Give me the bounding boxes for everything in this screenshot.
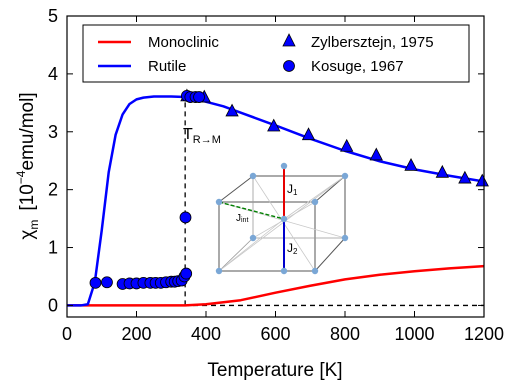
lattice-node [280,267,288,275]
kosuge-point [89,276,102,289]
x-tick-label: 1000 [394,324,434,344]
y-tick-label: 3 [48,122,58,142]
x-tick-label: 1200 [464,324,504,344]
lattice-node [249,234,257,242]
legend-label-zylbersztejn: Zylbersztejn, 1975 [311,34,434,51]
zylbersztejn-point [435,164,449,178]
x-tick-label: 800 [330,324,360,344]
lattice-node [215,267,223,275]
cube-diagonal [218,218,285,272]
inset-j1-main: J [287,182,293,196]
ylabel-open-bracket: [ [17,205,38,211]
lattice-node [280,215,288,223]
inset-jint-main: J [236,213,241,224]
y-tick-label: 4 [48,64,58,84]
y-axis-ticks: 0 1 2 3 4 5 [48,6,484,315]
kosuge-point [193,91,205,103]
inset-jint-sub: int [241,217,248,224]
legend-frame [82,24,470,83]
kosuge-point [180,267,193,280]
y-tick-label: 0 [48,295,58,315]
inset-jint-label: Jint [236,213,248,224]
lattice-node [249,172,257,180]
y-axis-label: χm [10−4emu/mol] [14,92,41,239]
y-tick-label: 5 [48,6,58,26]
legend: Monoclinic Rutile Zylbersztejn, 1975 Kos… [82,24,470,83]
transition-annotation: TR→M [183,126,221,146]
cube-edge [218,175,254,203]
zylbersztejn-point [267,118,281,132]
kosuge-point [179,211,192,224]
monoclinic-line [67,264,484,307]
x-tick-label: 0 [62,324,72,344]
y-tick-label: 1 [48,238,58,258]
x-tick-label: 400 [191,324,221,344]
cube-diagonal [283,175,346,220]
zylbersztejn-point [369,147,383,161]
inset-j2-sub: 2 [293,247,298,256]
legend-label-monoclinic: Monoclinic [148,34,219,51]
ylabel-unit: emu/mol [17,98,38,171]
kosuge-point [101,276,113,289]
inset-j2-main: J [287,241,293,255]
inset-j1-label: J1 [287,182,298,197]
x-axis-label: Temperature [K] [207,360,342,381]
cube-hidden-edge [218,237,254,272]
zylbersztejn-point [404,157,418,171]
legend-label-rutile: Rutile [148,58,186,75]
x-tick-label: 200 [121,324,151,344]
lattice-node [311,267,319,275]
lattice-node [280,162,288,170]
lattice-node [341,234,349,242]
cube-edge [314,237,346,272]
ylabel-close-bracket: ] [17,92,38,97]
x-tick-label: 600 [260,324,290,344]
lattice-node [311,198,319,206]
legend-marker-kosuge [283,60,295,72]
inset-nodes [215,162,349,275]
inset-jint-bond [218,201,285,220]
legend-marker-zylbersztejn [282,33,296,47]
ylabel-subscript: m [27,220,41,230]
y-tick-label: 2 [48,180,58,200]
ylabel-exponent: −4 [14,170,28,184]
zylbersztejn-point [301,127,316,141]
lattice-node [341,172,349,180]
ylabel-symbol: χ [17,230,38,240]
ylabel-power-base: 10 [17,184,38,205]
reference-lines [67,97,484,307]
cube-edge [314,175,346,203]
inset-j2-label: J2 [287,241,298,256]
zylbersztejn-point [458,170,472,184]
cube-diagonal [218,175,346,272]
legend-label-kosuge: Kosuge, 1967 [311,58,404,75]
inset-j1-sub: 1 [293,188,298,197]
series-markers [89,88,489,290]
zylbersztejn-point [225,103,239,117]
x-axis-ticks: 0 200 400 600 800 1000 1200 [62,16,504,344]
transition-main: T [183,126,193,143]
lattice-node [215,198,223,206]
zylbersztejn-point [475,173,489,187]
zylbersztejn-point [340,138,354,152]
lattice-inset: J1 J2 Jint [215,162,349,275]
transition-sub: R→M [193,134,221,146]
